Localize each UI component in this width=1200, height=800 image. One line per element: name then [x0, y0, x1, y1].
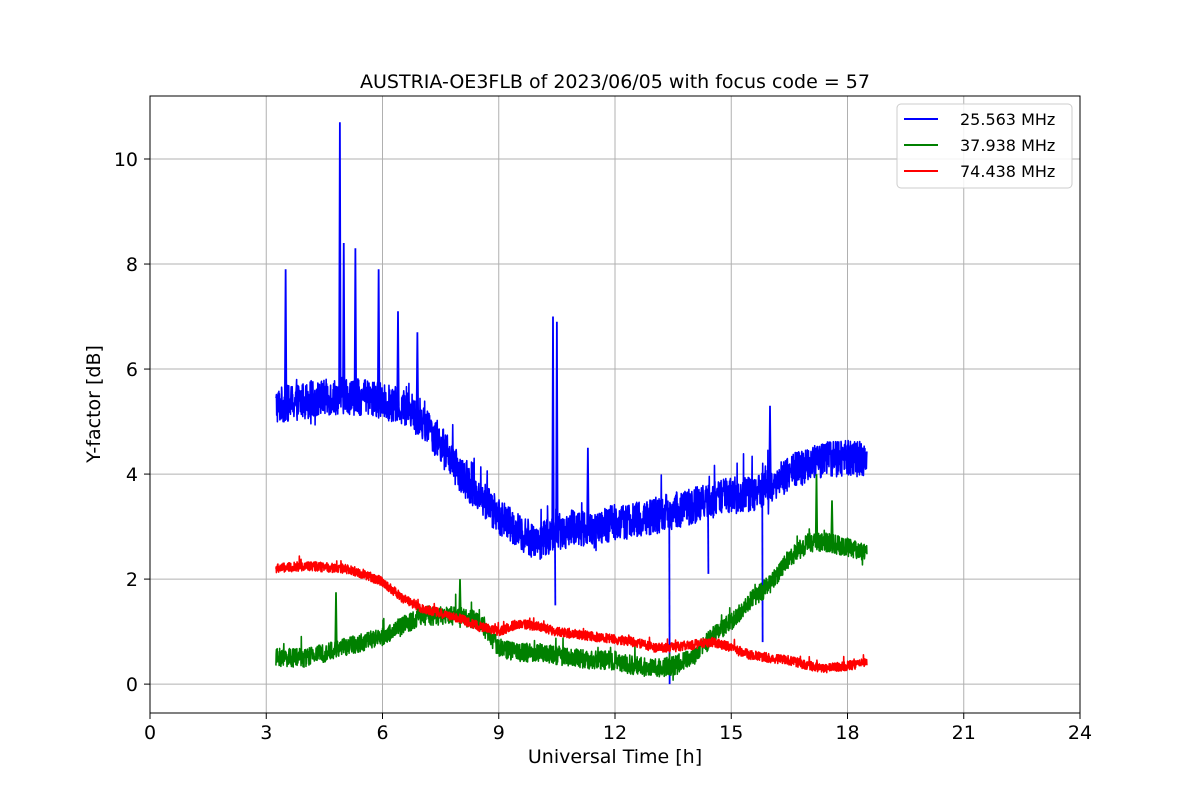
y-axis: 0 2 4 6 8 10	[114, 149, 150, 696]
y-tick-label: 4	[126, 464, 138, 486]
series-peak	[334, 592, 338, 650]
x-tick-label: 3	[260, 722, 272, 744]
x-tick-label: 9	[493, 722, 505, 744]
series-peak	[353, 248, 358, 397]
series-peak	[415, 332, 420, 416]
x-tick-label: 21	[952, 722, 976, 744]
x-tick-label: 24	[1068, 722, 1092, 744]
series-peak	[551, 316, 555, 534]
x-tick-label: 12	[603, 722, 627, 744]
series-peak	[768, 405, 772, 485]
series-peak	[555, 321, 559, 532]
series-layer	[275, 122, 868, 685]
y-tick-label: 6	[126, 359, 138, 381]
y-tick-label: 0	[126, 674, 138, 696]
y-axis-label: Y-factor [dB]	[83, 345, 105, 464]
x-tick-label: 18	[835, 722, 859, 744]
legend-label: 25.563 MHz	[960, 110, 1055, 129]
series-line	[275, 376, 868, 560]
series-peak	[283, 269, 288, 405]
y-tick-label: 2	[126, 569, 138, 591]
y-tick-label: 8	[126, 254, 138, 276]
x-tick-label: 15	[719, 722, 743, 744]
x-tick-label: 6	[376, 722, 388, 744]
series-line	[275, 528, 868, 681]
series-peak	[458, 579, 462, 616]
legend-label: 74.438 MHz	[960, 162, 1055, 181]
y-tick-label: 10	[114, 149, 138, 171]
x-tick-label: 0	[144, 722, 156, 744]
series-peak	[396, 311, 400, 406]
x-axis-label: Universal Time [h]	[528, 746, 702, 768]
series-peak	[814, 474, 819, 543]
series-line	[275, 555, 868, 674]
x-axis: 0 3 6 9 12 15 18 21 24	[144, 713, 1092, 744]
series-peak	[376, 269, 381, 401]
legend-box	[896, 103, 1073, 189]
series-peak	[830, 500, 834, 544]
series-peak	[586, 447, 590, 530]
chart-title: AUSTRIA-OE3FLB of 2023/06/05 with focus …	[360, 71, 870, 93]
series-peak	[338, 122, 342, 396]
legend-label: 37.938 MHz	[960, 136, 1055, 155]
legend: 25.563 MHz 37.938 MHz 74.438 MHz	[896, 103, 1073, 189]
series-peak	[342, 243, 346, 396]
